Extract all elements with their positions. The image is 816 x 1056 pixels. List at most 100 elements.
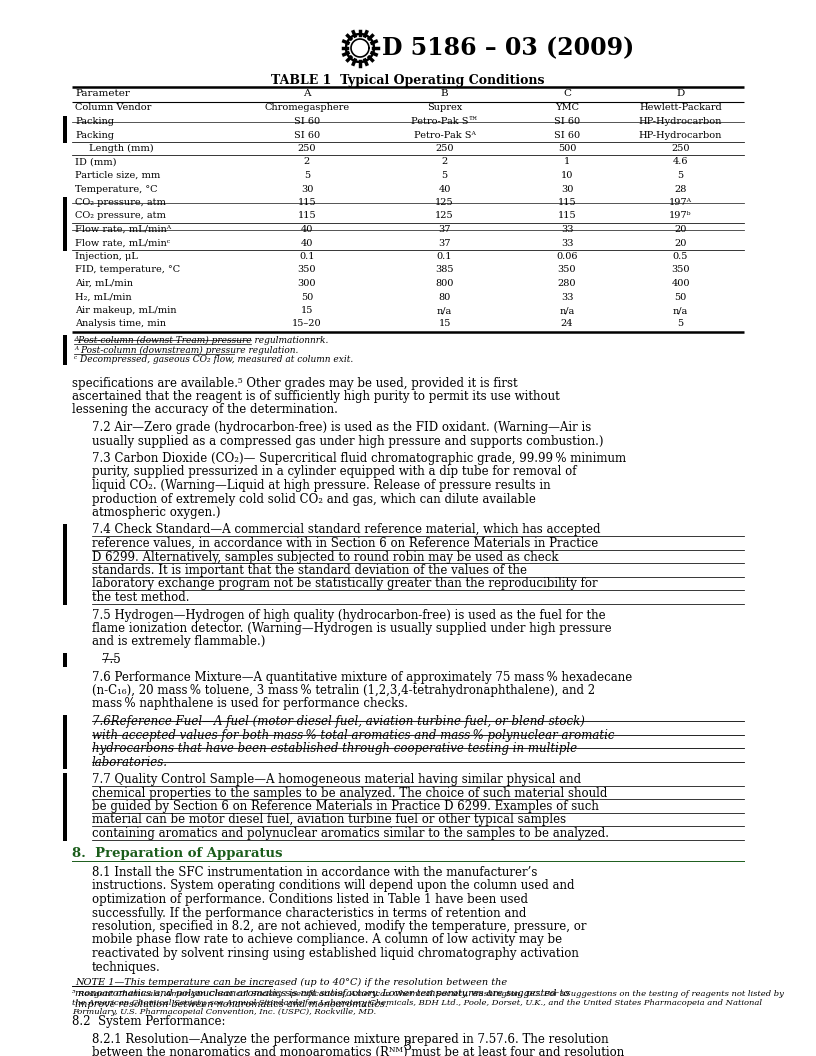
Text: 24: 24	[561, 320, 574, 328]
Text: 40: 40	[438, 185, 450, 193]
Text: monoaromatics and polynuclear aromatics is not satisfactory. Lower temperatures : monoaromatics and polynuclear aromatics …	[75, 989, 570, 998]
Text: reference values, in accordance with in Section 6 on Reference Materials in Prac: reference values, in accordance with in …	[92, 538, 598, 550]
Text: 0.06: 0.06	[557, 252, 578, 261]
Text: 8.2  System Performance:: 8.2 System Performance:	[72, 1015, 225, 1027]
Text: 50: 50	[301, 293, 313, 302]
Text: 1: 1	[564, 157, 570, 167]
Text: 5: 5	[441, 171, 447, 180]
Text: 5: 5	[677, 171, 684, 180]
Text: 30: 30	[301, 185, 313, 193]
Text: 37: 37	[438, 239, 450, 247]
Text: 800: 800	[435, 279, 454, 288]
Text: n/a: n/a	[437, 306, 452, 315]
Text: 7.3 Carbon Dioxide (CO₂)— Supercritical fluid chromatographic grade, 99.99 % min: 7.3 Carbon Dioxide (CO₂)— Supercritical …	[92, 452, 626, 465]
Text: 115: 115	[557, 199, 576, 207]
Text: Petro-Pak S™: Petro-Pak S™	[411, 117, 478, 126]
Text: 280: 280	[558, 279, 576, 288]
Text: ᴬPost-column (downst Tream) pressure regulmationnrk.: ᴬPost-column (downst Tream) pressure reg…	[74, 336, 328, 344]
Text: D: D	[676, 89, 685, 98]
Text: 7.4 Check Standard—A commercial standard reference material, which has accepted: 7.4 Check Standard—A commercial standard…	[92, 524, 601, 536]
Text: 33: 33	[561, 239, 574, 247]
Text: the test method.: the test method.	[92, 591, 189, 604]
Text: reactivated by solvent rinsing using established liquid chromatography activatio: reactivated by solvent rinsing using est…	[92, 947, 579, 960]
Text: ᶜ Decompressed, gaseous CO₂ flow, measured at column exit.: ᶜ Decompressed, gaseous CO₂ flow, measur…	[74, 356, 353, 364]
Text: ascertained that the reagent is of sufficiently high purity to permit its use wi: ascertained that the reagent is of suffi…	[72, 390, 560, 403]
Text: 350: 350	[558, 265, 576, 275]
Text: between the nonaromatics and monoaromatics (Rᴺᴹ) must be at least four and resol: between the nonaromatics and monoaromati…	[92, 1046, 624, 1056]
Text: 0.1: 0.1	[299, 252, 315, 261]
Bar	[63, 115, 67, 143]
Text: Chromegasphere: Chromegasphere	[264, 103, 349, 113]
Text: 40: 40	[301, 225, 313, 234]
Text: improve resolution between nonaromatics and monoaromatics.: improve resolution between nonaromatics …	[75, 1000, 388, 1008]
Text: CO₂ pressure, atm: CO₂ pressure, atm	[75, 211, 166, 221]
Text: Flow rate, mL/minᴬ: Flow rate, mL/minᴬ	[75, 225, 171, 234]
Text: liquid CO₂. (Warning—Liquid at high pressure. Release of pressure results in: liquid CO₂. (Warning—Liquid at high pres…	[92, 479, 551, 492]
Text: 10: 10	[561, 171, 573, 180]
Text: 350: 350	[672, 265, 690, 275]
Text: usually supplied as a compressed gas under high pressure and supports combustion: usually supplied as a compressed gas und…	[92, 434, 604, 448]
Text: Particle size, mm: Particle size, mm	[75, 171, 160, 180]
Text: 7.2 Air—Zero grade (hydrocarbon-free) is used as the FID oxidant. (Warning—Air i: 7.2 Air—Zero grade (hydrocarbon-free) is…	[92, 421, 592, 434]
Text: laboratory exchange program not be statistically greater than the reproducibilit: laboratory exchange program not be stati…	[92, 578, 597, 590]
Text: Packing: Packing	[75, 131, 114, 139]
Text: 7.5 Hydrogen—Hydrogen of high quality (hydrocarbon-free) is used as the fuel for: 7.5 Hydrogen—Hydrogen of high quality (h…	[92, 608, 605, 622]
Text: 33: 33	[561, 293, 574, 302]
Text: 28: 28	[674, 185, 687, 193]
Text: H₂, mL/min: H₂, mL/min	[75, 293, 131, 302]
Text: 15–20: 15–20	[292, 320, 322, 328]
Text: 4.6: 4.6	[672, 157, 688, 167]
Text: ID (mm): ID (mm)	[75, 157, 117, 167]
Text: C: C	[563, 89, 571, 98]
Text: with accepted values for both mass % total aromatics and mass % polynuclear arom: with accepted values for both mass % tot…	[92, 729, 614, 741]
Text: Suprex: Suprex	[427, 103, 462, 113]
Text: resolution, specified in 8.2, are not achieved, modify the temperature, pressure: resolution, specified in 8.2, are not ac…	[92, 920, 587, 934]
Text: 8.2.1 Resolution—Analyze the performance mixture prepared in 7.57.6. The resolut: 8.2.1 Resolution—Analyze the performance…	[92, 1033, 609, 1045]
Text: 385: 385	[435, 265, 454, 275]
Text: 33: 33	[561, 225, 574, 234]
Bar	[63, 715, 67, 769]
Text: 115: 115	[298, 199, 317, 207]
Text: Packing: Packing	[75, 117, 114, 126]
Text: 125: 125	[435, 199, 454, 207]
Text: 300: 300	[298, 279, 317, 288]
Text: 37: 37	[438, 225, 450, 234]
Text: 197ᴬ: 197ᴬ	[669, 199, 692, 207]
Text: 350: 350	[298, 265, 317, 275]
Bar	[63, 524, 67, 604]
Text: Petro-Pak Sᴬ: Petro-Pak Sᴬ	[414, 131, 476, 139]
Text: D 6299. Alternatively, samples subjected to round robin may be used as check: D 6299. Alternatively, samples subjected…	[92, 550, 558, 564]
Text: Parameter: Parameter	[75, 89, 130, 98]
Text: purity, supplied pressurized in a cylinder equipped with a dip tube for removal : purity, supplied pressurized in a cylind…	[92, 466, 576, 478]
Text: 5: 5	[677, 320, 684, 328]
Text: YMC: YMC	[555, 103, 579, 113]
Text: mobile phase flow rate to achieve compliance. A column of low activity may be: mobile phase flow rate to achieve compli…	[92, 934, 562, 946]
Text: FID, temperature, °C: FID, temperature, °C	[75, 265, 180, 275]
Text: successfully. If the performance characteristics in terms of retention and: successfully. If the performance charact…	[92, 906, 526, 920]
Text: flame ionization detector. (Warning—Hydrogen is usually supplied under high pres: flame ionization detector. (Warning—Hydr…	[92, 622, 612, 635]
Bar	[63, 196, 67, 250]
Text: instructions. System operating conditions will depend upon the column used and: instructions. System operating condition…	[92, 880, 574, 892]
Text: hydrocarbons that have been established through cooperative testing in multiple: hydrocarbons that have been established …	[92, 742, 577, 755]
Text: Air makeup, mL/min: Air makeup, mL/min	[75, 306, 176, 315]
Text: 8.  Preparation of Apparatus: 8. Preparation of Apparatus	[72, 848, 282, 861]
Text: 7.7 Quality Control Sample—A homogeneous material having similar physical and: 7.7 Quality Control Sample—A homogeneous…	[92, 773, 581, 786]
Text: optimization of performance. Conditions listed in Table 1 have been used: optimization of performance. Conditions …	[92, 893, 528, 906]
Text: ᴬ Post-column (downstream) pressure regulation.: ᴬ Post-column (downstream) pressure regu…	[74, 345, 299, 355]
Text: 7.6Reference Fuel—A fuel (motor diesel fuel, aviation turbine fuel, or blend sto: 7.6Reference Fuel—A fuel (motor diesel f…	[92, 715, 585, 728]
Text: HP-Hydrocarbon: HP-Hydrocarbon	[639, 117, 722, 126]
Text: specifications are available.⁵ Other grades may be used, provided it is first: specifications are available.⁵ Other gra…	[72, 377, 517, 390]
Text: CO₂ pressure, atm: CO₂ pressure, atm	[75, 199, 166, 207]
Text: mass % naphthalene is used for performance checks.: mass % naphthalene is used for performan…	[92, 698, 408, 711]
Text: SI 60: SI 60	[294, 117, 320, 126]
Text: chemical properties to the samples to be analyzed. The choice of such material s: chemical properties to the samples to be…	[92, 787, 607, 799]
Text: NOTE 1—This temperature can be increased (up to 40°C) if the resolution between : NOTE 1—This temperature can be increased…	[75, 978, 507, 987]
Text: A: A	[304, 89, 311, 98]
Text: 115: 115	[557, 211, 576, 221]
Text: 400: 400	[672, 279, 690, 288]
Text: standards. It is important that the standard deviation of the values of the: standards. It is important that the stan…	[92, 564, 527, 577]
Text: Air, mL/min: Air, mL/min	[75, 279, 133, 288]
Text: SI 60: SI 60	[554, 131, 580, 139]
Text: 8.1 Install the SFC instrumentation in accordance with the manufacturer’s: 8.1 Install the SFC instrumentation in a…	[92, 866, 538, 879]
Text: 3: 3	[404, 1040, 412, 1053]
